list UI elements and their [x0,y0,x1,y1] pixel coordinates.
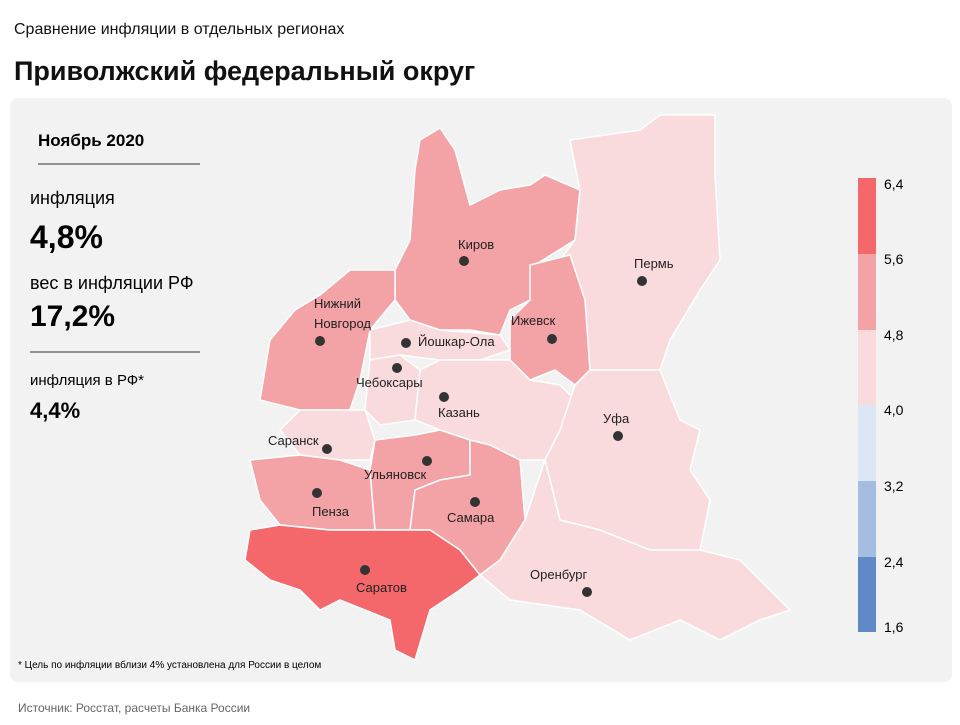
weight-label: вес в инфляции РФ [30,273,194,293]
legend-label: 2,4 [884,554,904,570]
city-label: Киров [458,237,494,252]
city-dot [637,276,647,286]
footnote: * Цель по инфляции вблизи 4% установлена… [18,659,321,671]
legend-label: 1,6 [884,619,904,635]
city-label: Саратов [356,580,407,595]
city-dot [470,497,480,507]
city-label: Самара [447,510,495,525]
legend-label: 5,6 [884,251,904,267]
region [478,457,792,641]
source: Источник: Росстат, расчеты Банка России [18,701,250,715]
city-label: Пермь [634,256,674,271]
city-dot [547,334,557,344]
city-dot [422,456,432,466]
region [244,524,482,662]
weight-value: 17,2% [30,300,115,333]
city-dot [613,431,623,441]
legend-swatch [858,178,876,254]
city-dot [315,336,325,346]
rf-value: 4,4% [30,398,80,423]
legend-label: 6,4 [884,176,904,192]
city-label: Оренбург [530,567,587,582]
inflation-label: инфляция [30,188,115,208]
city-label: Пенза [312,504,350,519]
legend: 6,4 5,6 4,8 4,0 3,2 2,4 1,6 [858,176,904,635]
city-label: Уфа [603,411,630,426]
city-dot [312,488,322,498]
city-label: Казань [438,405,480,420]
city-dot [360,565,370,575]
city-dot [401,338,411,348]
region [364,354,421,426]
legend-swatch [858,557,876,632]
subtitle: Сравнение инфляции в отдельных регионах [14,21,344,38]
city-dot [392,363,402,373]
legend-swatch [858,405,876,481]
legend-label: 3,2 [884,478,904,494]
city-label: Ульяновск [364,467,426,482]
legend-swatch [858,254,876,330]
period: Ноябрь 2020 [38,131,144,150]
map [244,114,792,662]
region [559,114,721,371]
city-dot [582,587,592,597]
inflation-value: 4,8% [30,219,103,255]
rf-label: инфляция в РФ* [30,372,144,389]
city-dot [459,256,469,266]
region [278,409,376,461]
legend-label: 4,0 [884,402,904,418]
city-label: Ижевск [511,313,556,328]
city-label: Саранск [268,433,319,448]
city-dot [439,392,449,402]
city-label: Нижний [314,296,361,311]
region [509,254,591,386]
legend-label: 4,8 [884,327,904,343]
city-label: Новгород [314,316,371,331]
title: Приволжский федеральный округ [14,56,475,86]
city-dot [322,444,332,454]
city-label: Йошкар-Ола [418,334,495,349]
legend-swatch [858,330,876,405]
city-label: Чебоксары [356,375,423,390]
cities: Киров Пермь Нижний Новгород Ижевск Йошкар… [268,237,674,597]
legend-swatch [858,481,876,557]
